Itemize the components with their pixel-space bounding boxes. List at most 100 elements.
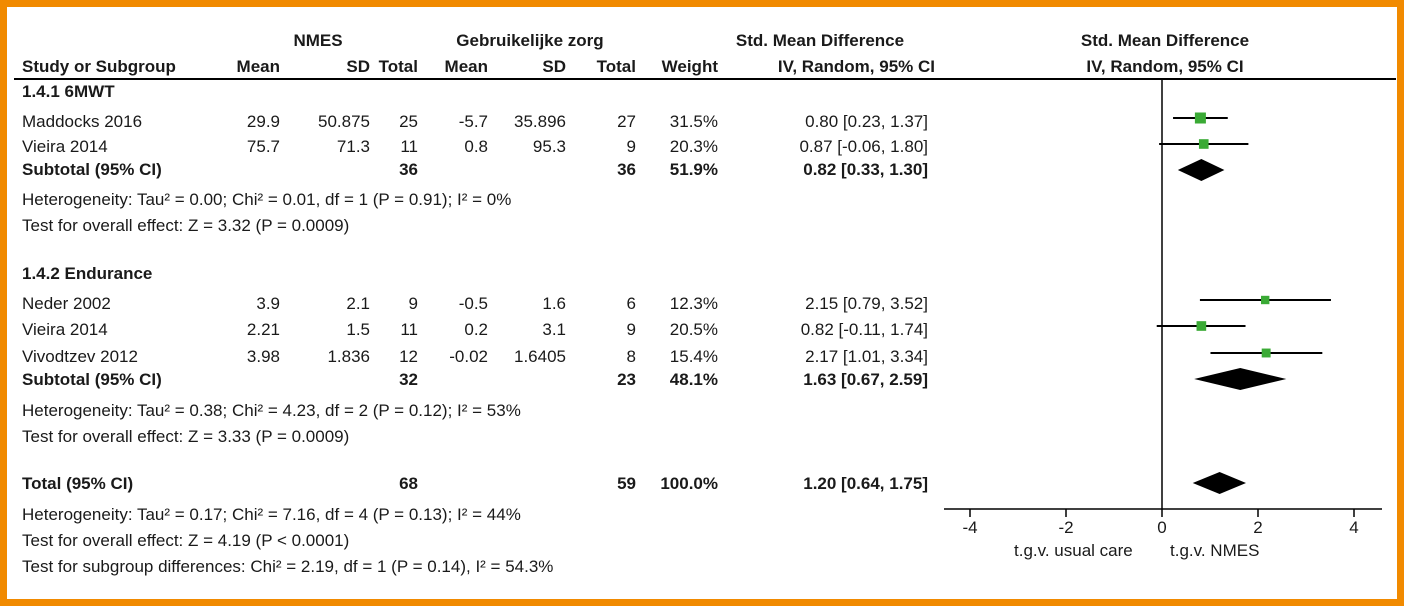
weight: 31.5% (669, 112, 718, 131)
axis-right-label: t.g.v. NMES (1170, 541, 1260, 560)
mean2: -0.02 (449, 347, 488, 366)
weight: 15.4% (669, 347, 718, 366)
total1: 9 (408, 294, 418, 313)
x-tick-label: -4 (962, 518, 977, 537)
study-point-marker (1196, 321, 1207, 331)
sd2: 95.3 (532, 137, 566, 156)
total2: 27 (617, 112, 636, 131)
x-tick-label: 2 (1253, 518, 1262, 537)
group2-header: Gebruikelijke zorg (456, 31, 604, 50)
study-name: Neder 2002 (22, 294, 111, 313)
subtotal-label: Subtotal (95% CI) (22, 370, 162, 389)
sd2: 1.6405 (514, 347, 566, 366)
subgroup-title: 1.4.1 6MWT (22, 82, 115, 101)
total-weight: 100.0% (660, 474, 718, 493)
study-name: Vieira 2014 (22, 320, 108, 339)
weight: 12.3% (669, 294, 718, 313)
study-point-marker (1194, 112, 1206, 124)
total-label: Total (95% CI) (22, 474, 134, 493)
subtotal-diamond (1177, 159, 1225, 181)
x-tick-label: 4 (1349, 518, 1358, 537)
col-weight: Weight (661, 57, 718, 76)
mean1: 29.9 (246, 112, 280, 131)
study-name: Vivodtzev 2012 (22, 347, 138, 366)
subtotal-total2: 36 (617, 160, 636, 179)
mean2: 0.2 (464, 320, 488, 339)
subtotal-label: Subtotal (95% CI) (22, 160, 162, 179)
sd1: 71.3 (336, 137, 370, 156)
effect-ci: 0.80 [0.23, 1.37] (805, 112, 928, 131)
subtotal-diamond (1194, 368, 1287, 390)
plot-subheader: IV, Random, 95% CI (1086, 57, 1244, 76)
subtotal-weight: 51.9% (669, 160, 718, 179)
study-point-marker (1261, 295, 1270, 305)
mean2: 0.8 (464, 137, 488, 156)
total-overall-effect-text: Test for overall effect: Z = 4.19 (P < 0… (22, 531, 350, 550)
total2: 6 (626, 294, 636, 313)
total-heterogeneity-text: Heterogeneity: Tau² = 0.17; Chi² = 7.16,… (22, 505, 521, 524)
effect-header: Std. Mean Difference (735, 31, 905, 50)
header-rule (14, 78, 1396, 80)
study-point-marker (1261, 348, 1271, 358)
subtotal-ci: 1.63 [0.67, 2.59] (803, 370, 928, 389)
weight: 20.3% (669, 137, 718, 156)
effect-ci: 0.87 [-0.06, 1.80] (799, 137, 928, 156)
mean1: 2.21 (246, 320, 280, 339)
total1: 25 (399, 112, 418, 131)
sd1: 1.836 (327, 347, 370, 366)
total2: 9 (626, 320, 636, 339)
study-name: Vieira 2014 (22, 137, 108, 156)
sd2: 3.1 (542, 320, 566, 339)
subtotal-weight: 48.1% (669, 370, 718, 389)
total1: 11 (400, 320, 418, 339)
plot-header: Std. Mean Difference (1080, 31, 1250, 50)
mean1: 75.7 (246, 137, 280, 156)
subtotal-total1: 32 (399, 370, 418, 389)
total2: 8 (626, 347, 636, 366)
subgroup-title: 1.4.2 Endurance (22, 264, 153, 283)
total1: 12 (399, 347, 418, 366)
heterogeneity-text: Heterogeneity: Tau² = 0.00; Chi² = 0.01,… (22, 190, 512, 209)
subtotal-total2: 23 (617, 370, 636, 389)
group1-header: NMES (293, 31, 343, 50)
x-tick-label: 0 (1157, 518, 1166, 537)
sd1: 50.875 (318, 112, 370, 131)
total1: 11 (400, 137, 418, 156)
x-tick-label: -2 (1058, 518, 1073, 537)
study-point-marker (1198, 139, 1209, 149)
total2: 9 (626, 137, 636, 156)
col-mean2: Mean (444, 57, 488, 76)
col-sd1: SD (346, 57, 370, 76)
subgroup-differences-text: Test for subgroup differences: Chi² = 2.… (22, 557, 554, 576)
mean1: 3.9 (256, 294, 280, 313)
mean2: -0.5 (458, 294, 488, 313)
col-mean1: Mean (236, 57, 280, 76)
axis-left-label: t.g.v. usual care (1014, 541, 1133, 560)
mean1: 3.98 (246, 347, 280, 366)
sd1: 1.5 (346, 320, 370, 339)
col-total1: Total (378, 57, 418, 76)
sd1: 2.1 (346, 294, 370, 313)
effect-subheader: IV, Random, 95% CI (777, 57, 935, 76)
subtotal-total1: 36 (399, 160, 418, 179)
subtotal-ci: 0.82 [0.33, 1.30] (803, 160, 928, 179)
col-total2: Total (596, 57, 636, 76)
effect-ci: 2.17 [1.01, 3.34] (805, 347, 928, 366)
effect-ci: 2.15 [0.79, 3.52] (805, 294, 928, 313)
overall-effect-text: Test for overall effect: Z = 3.33 (P = 0… (22, 427, 350, 446)
effect-ci: 0.82 [-0.11, 1.74] (800, 320, 928, 339)
total-diamond (1192, 472, 1246, 494)
sd2: 1.6 (542, 294, 566, 313)
mean2: -5.7 (458, 112, 488, 131)
col-sd2: SD (542, 57, 566, 76)
col-study: Study or Subgroup (22, 57, 176, 76)
overall-effect-text: Test for overall effect: Z = 3.32 (P = 0… (22, 216, 350, 235)
sd2: 35.896 (514, 112, 566, 131)
heterogeneity-text: Heterogeneity: Tau² = 0.38; Chi² = 4.23,… (22, 401, 521, 420)
total-total2: 59 (617, 474, 636, 493)
study-name: Maddocks 2016 (22, 112, 143, 131)
total-total1: 68 (399, 474, 418, 493)
total-ci: 1.20 [0.64, 1.75] (803, 474, 928, 493)
